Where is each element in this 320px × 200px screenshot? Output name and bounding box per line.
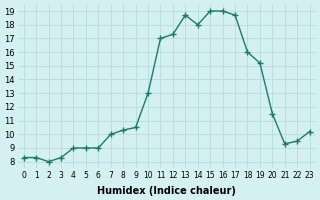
X-axis label: Humidex (Indice chaleur): Humidex (Indice chaleur): [97, 186, 236, 196]
